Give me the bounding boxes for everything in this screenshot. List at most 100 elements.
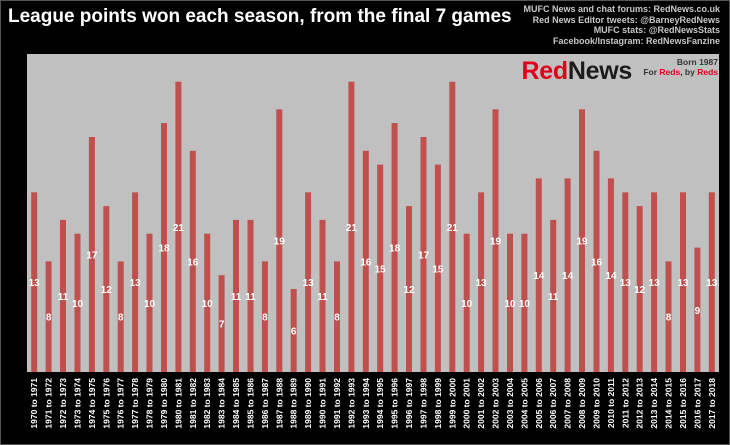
bar (708, 192, 715, 372)
bar (117, 261, 124, 372)
x-tick-label: 1993 to 1994 (361, 378, 371, 429)
x-tick-label: 2015 to 2016 (678, 378, 688, 429)
x-tick-label: 2010 to 2011 (606, 378, 616, 428)
credit-line-editor: Red News Editor tweets: @BarneyRedNews (532, 14, 720, 25)
bar (261, 261, 268, 372)
x-tick-label: 1975 to 1976 (101, 378, 111, 429)
x-tick-label: 2016 to 2017 (692, 378, 702, 429)
bar (449, 81, 456, 372)
bar (651, 192, 658, 372)
bar (420, 137, 427, 372)
bar (593, 150, 600, 372)
x-tick-label: 2008 to 2009 (577, 378, 587, 429)
bar (31, 192, 38, 372)
x-tick-label: 1999 to 2000 (447, 378, 457, 429)
bar (391, 123, 398, 372)
bar (45, 261, 52, 372)
x-tick-label: 2017 to 2018 (707, 378, 717, 429)
bar-value-label: 10 (519, 299, 531, 310)
bar-value-label: 11 (58, 292, 69, 303)
bar (362, 150, 369, 372)
bar (319, 219, 326, 372)
bar (103, 206, 110, 372)
x-tick-label: 2011 to 2012 (620, 378, 630, 428)
bar-value-label: 8 (262, 313, 268, 324)
bar (607, 178, 614, 372)
bar-value-label: 13 (649, 278, 661, 289)
bar-value-label: 12 (101, 285, 113, 296)
bar (463, 233, 470, 372)
x-tick-label: 1970 to 1971 (29, 378, 39, 429)
bar (377, 164, 384, 372)
x-tick-label: 2001 to 2002 (476, 378, 486, 429)
bar (204, 233, 211, 372)
x-tick-label: 1988 to 1989 (289, 378, 299, 429)
x-tick-label: 2006 to 2007 (548, 378, 558, 429)
bar (665, 261, 672, 372)
x-tick-label: 1991 to 1992 (332, 378, 342, 429)
bar (636, 206, 643, 372)
plot-area (27, 54, 719, 372)
tagline: For Reds, by Reds (643, 67, 718, 77)
x-tick-label: 1992 to 1993 (346, 378, 356, 429)
bar (680, 192, 686, 372)
bar-value-label: 19 (490, 237, 502, 248)
bar (60, 219, 66, 372)
bar (146, 233, 153, 372)
x-tick-label: 1973 to 1974 (73, 378, 83, 429)
x-tick-label: 2007 to 2008 (563, 378, 573, 429)
bar-value-label: 13 (303, 278, 315, 289)
bar-value-label: 10 (461, 299, 473, 310)
bar-value-label: 21 (447, 223, 459, 234)
x-tick-label: 2009 to 2010 (592, 378, 602, 429)
bar (233, 219, 239, 372)
bar-value-label: 11 (548, 292, 559, 303)
x-tick-label: 1971 to 1972 (44, 378, 54, 429)
bar (564, 178, 571, 372)
bar-value-label: 16 (187, 257, 199, 268)
bar-value-label: 13 (476, 278, 488, 289)
bar-value-label: 14 (605, 271, 617, 282)
credit-line-social: Facebook/Instagram: RedNewsFanzine (552, 35, 720, 46)
x-tick-label: 1984 to 1985 (231, 378, 241, 429)
bar (478, 192, 485, 372)
bar-value-label: 10 (202, 299, 214, 310)
bar (132, 192, 139, 372)
bar (694, 247, 701, 372)
bar (521, 233, 528, 372)
x-tick-label: 1978 to 1979 (145, 378, 155, 429)
bar (189, 150, 196, 372)
bar-value-label: 12 (634, 285, 646, 296)
x-tick-label: 1981 to 1982 (188, 378, 198, 429)
bar (579, 109, 585, 373)
bar (434, 164, 441, 372)
x-tick-label: 2004 to 2005 (519, 378, 529, 429)
bars-group (31, 81, 715, 373)
bar-value-label: 7 (219, 320, 225, 331)
x-tick-label: 1995 to 1996 (390, 378, 400, 429)
bar-value-label: 11 (317, 292, 328, 303)
x-tick-label: 2014 to 2015 (664, 378, 674, 429)
x-tick-label: 1987 to 1988 (274, 378, 284, 429)
x-tick-label: 1989 to 1990 (303, 378, 313, 429)
bar-value-label: 21 (346, 223, 358, 234)
x-tick-label: 2005 to 2006 (534, 378, 544, 429)
bar-value-label: 14 (533, 271, 545, 282)
bar-value-label: 8 (46, 313, 52, 324)
bar (218, 275, 225, 372)
x-tick-label: 1996 to 1997 (404, 378, 414, 429)
rednews-logo: RedNews (521, 57, 633, 85)
bar-value-label: 13 (620, 278, 632, 289)
bar-value-label: 11 (245, 292, 256, 303)
bar-value-label: 18 (158, 244, 170, 255)
bar (88, 137, 95, 372)
credits-block: MUFC News and chat forums: RedNews.co.uk… (523, 4, 720, 46)
bar-value-label: 21 (173, 223, 185, 234)
bar-value-label: 15 (375, 264, 387, 275)
x-tick-label: 1986 to 1987 (260, 378, 270, 429)
bar (276, 109, 283, 373)
bar-value-label: 10 (72, 299, 84, 310)
bar (74, 233, 81, 372)
